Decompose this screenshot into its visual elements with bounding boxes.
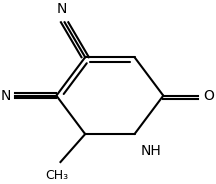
Text: NH: NH	[141, 144, 161, 158]
Text: N: N	[56, 2, 67, 16]
Text: N: N	[1, 89, 11, 103]
Text: CH₃: CH₃	[45, 169, 68, 182]
Text: O: O	[203, 89, 214, 103]
